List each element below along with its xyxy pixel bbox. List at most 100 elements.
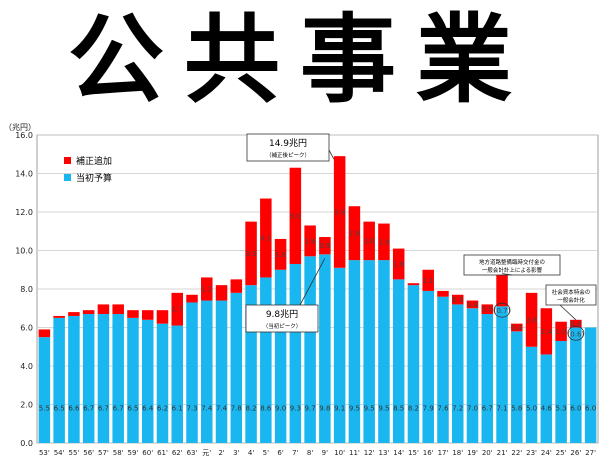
bar-value-label: 7.6 [437,404,449,412]
supp-value-label: 2.8 [526,316,537,324]
bar-initial-budget [82,314,95,443]
supp-value-label: 1.1 [423,277,434,285]
bar-initial-budget [540,354,553,443]
bar-value-label: 7.0 [467,404,478,412]
x-tick-label: 21' [497,449,508,457]
bar-value-label: 7.8 [231,404,242,412]
bar-value-label: 9.7 [305,404,316,412]
x-tick-label: 15' [408,449,419,457]
callout-line-local-fund [501,273,513,276]
supp-value-label: 0.4 [467,301,479,309]
bar-supplementary [466,300,479,309]
bar-supplementary [186,294,198,303]
x-tick-label: 59' [128,449,139,457]
bar-supplementary [38,329,51,338]
x-tick-label: 13' [379,449,390,457]
supp-value-label: 4.1 [260,234,271,242]
bar-initial-budget [466,308,479,443]
bar-value-label: 5.8 [511,404,522,412]
y-unit-label: （兆円） [4,122,36,132]
bar-initial-budget [68,315,80,443]
supp-value-label: 1.7 [172,306,183,314]
x-tick-label: 16' [423,449,434,457]
x-tick-label: 7' [292,449,298,457]
x-tick-label: 3' [233,449,239,457]
x-tick-label: 18' [452,449,463,457]
x-tick-label: 57' [98,449,109,457]
bar-value-label: 7.4 [216,404,228,412]
bar-initial-budget [348,260,361,443]
supp-value-label: 1.6 [275,251,287,259]
x-tick-label: 20' [482,449,493,457]
bar-supplementary [68,312,80,316]
supp-value-label: 0.5 [482,306,493,314]
x-tick-label: 4' [248,449,254,457]
bar-supplementary [437,290,449,297]
callout-box-peak-init [245,304,319,333]
callout-peak-init-value: 9.8兆円 [266,309,298,320]
supp-value-label: 5.0 [290,212,301,220]
x-tick-label: 元' [202,449,211,457]
bar-supplementary [378,223,390,261]
bar-value-label: 8.5 [393,404,404,412]
bar-value-label: 7.1 [496,404,507,412]
callout-social-fund-line2: 一般会計化 [557,296,585,304]
supp-value-label: 3.3 [245,250,256,258]
bar-supplementary [112,304,124,315]
x-tick-label: 60' [142,449,153,457]
bar-initial-budget [141,319,154,443]
legend-label-supplementary: 補正追加 [76,155,112,167]
bar-initial-budget [584,327,597,443]
x-tick-label: 17' [438,449,449,457]
callout-local-fund-value: (0.7) [494,307,511,315]
bar-supplementary [363,221,375,261]
x-tick-label: 62' [172,449,183,457]
bar-supplementary [540,308,553,355]
x-tick-label: 22' [511,449,522,457]
bar-supplementary [451,294,464,305]
bar-supplementary [201,277,213,301]
bar-value-label: 6.0 [570,404,581,412]
bar-supplementary [156,310,169,324]
bar-value-label: 6.7 [113,404,124,412]
bar-supplementary [555,321,567,341]
supp-value-label: 0.4 [570,320,582,328]
bar-initial-budget [437,296,449,443]
callout-social-fund-value: (0.6) [568,330,585,338]
x-tick-label: 27' [585,449,596,457]
bar-supplementary [260,198,272,278]
bar-initial-budget [304,256,316,443]
bar-initial-budget [260,277,272,443]
bar-supplementary [289,167,302,264]
bar-initial-budget [38,337,51,443]
bar-value-label: 8.2 [245,404,256,412]
bar-supplementary [570,319,582,328]
x-tick-label: 61' [157,449,168,457]
callout-line-social-fund [559,304,577,321]
bar-supplementary [319,237,331,255]
supp-value-label: 1.9 [378,238,389,246]
page-title: 公共事業 [68,3,532,116]
bar-value-label: 8.6 [260,404,272,412]
legend-swatch-initial [64,174,71,181]
supp-value-label: 1.6 [305,237,317,245]
callout-line-peak-supp [328,149,335,160]
x-tick-label: 26' [570,449,581,457]
y-tick-label: 14.0 [15,170,33,179]
bar-initial-budget [496,306,508,443]
x-tick-label: 9' [322,449,328,457]
bar-initial-budget [333,267,346,443]
bar-supplementary [97,304,110,315]
callout-peak-supp-label: （補正後ピーク） [266,151,310,159]
bar-initial-budget [215,300,228,443]
callout-box-peak-supp [246,133,330,162]
x-tick-label: 19' [467,449,478,457]
bar-value-label: 8.2 [408,404,419,412]
supp-value-label: 0.5 [452,296,463,304]
bar-value-label: 5.3 [556,404,567,412]
callout-local-fund-line2: 一般会計計上による影響 [482,266,543,274]
supp-value-label: 2.0 [364,237,375,245]
bar-initial-budget [481,314,494,443]
bar-initial-budget [363,260,375,443]
x-tick-label: 53' [39,449,50,457]
